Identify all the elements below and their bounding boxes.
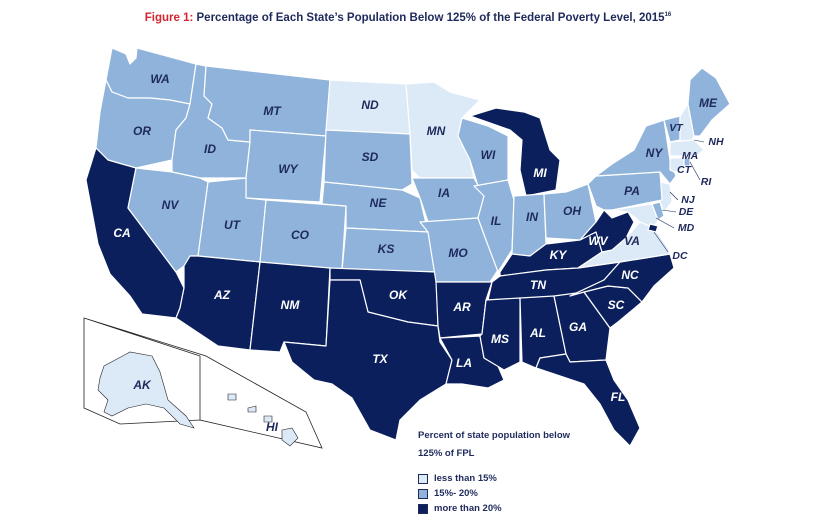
label-nc: NC xyxy=(621,268,639,282)
label-sd: SD xyxy=(362,150,379,164)
leader-lines xyxy=(653,139,705,253)
state-ak[interactable] xyxy=(97,351,195,429)
inset-frame xyxy=(83,317,323,449)
label-hi: HI xyxy=(266,420,279,434)
state-me[interactable] xyxy=(687,67,731,137)
label-ms: MS xyxy=(491,332,509,346)
label-vt: VT xyxy=(669,122,684,134)
label-ga: GA xyxy=(569,320,587,334)
label-wy: WY xyxy=(278,162,298,176)
label-ne: NE xyxy=(370,196,388,210)
state-sd[interactable] xyxy=(323,129,413,191)
label-ma: MA xyxy=(682,150,698,162)
legend-item-high: more than 20% xyxy=(418,501,618,516)
state-ma[interactable] xyxy=(669,139,705,157)
label-mi: MI xyxy=(533,166,547,180)
label-sc: SC xyxy=(608,298,625,312)
state-de[interactable] xyxy=(651,201,665,221)
legend-swatch-mid xyxy=(418,488,428,499)
label-wv: WV xyxy=(588,234,608,248)
legend-swatch-high xyxy=(418,503,428,514)
hawaii-islands[interactable] xyxy=(227,393,299,447)
legend-label-mid: 15%- 20% xyxy=(434,488,478,499)
label-ky: KY xyxy=(550,248,568,262)
figure-number: Figure 1: xyxy=(144,12,194,24)
label-nj: NJ xyxy=(681,194,696,206)
state-ct[interactable] xyxy=(669,157,685,173)
legend-label-high: more than 20% xyxy=(434,503,502,514)
figure-footnote: 16 xyxy=(664,12,672,19)
state-hi-island xyxy=(227,393,237,401)
label-fl: FL xyxy=(611,390,626,404)
label-tx: TX xyxy=(372,352,388,366)
label-in: IN xyxy=(526,210,538,224)
state-dc[interactable] xyxy=(647,223,659,233)
label-ar: AR xyxy=(452,300,471,314)
state-wv[interactable] xyxy=(579,209,635,253)
state-tx[interactable] xyxy=(283,279,453,441)
label-dc: DC xyxy=(672,250,688,262)
state-nc[interactable] xyxy=(569,253,675,303)
state-hi-island xyxy=(263,415,273,423)
label-wa: WA xyxy=(150,72,169,86)
legend-item-mid: 15%- 20% xyxy=(418,486,618,501)
state-az[interactable] xyxy=(175,255,261,351)
label-nv: NV xyxy=(162,198,180,212)
legend: Percent of state population below 125% o… xyxy=(418,427,618,516)
state-ri[interactable] xyxy=(683,157,691,167)
label-ct: CT xyxy=(677,164,693,176)
label-ia: IA xyxy=(438,186,450,200)
label-or: OR xyxy=(133,124,151,138)
label-ak: AK xyxy=(132,378,152,392)
label-az: AZ xyxy=(213,288,231,302)
label-de: DE xyxy=(679,206,695,218)
label-me: ME xyxy=(699,96,718,110)
state-il[interactable] xyxy=(473,179,515,273)
label-ks: KS xyxy=(378,242,395,256)
label-wi: WI xyxy=(481,148,496,162)
state-hi-island xyxy=(247,405,257,413)
figure-title: Figure 1: Percentage of Each State’s Pop… xyxy=(0,12,816,24)
label-mn: MN xyxy=(427,124,446,138)
label-il: IL xyxy=(491,214,502,228)
state-hi[interactable] xyxy=(281,427,299,447)
label-ut: UT xyxy=(224,218,242,232)
label-nd: ND xyxy=(361,98,379,112)
figure-title-text: Percentage of Each State’s Population Be… xyxy=(193,12,665,24)
label-ca: CA xyxy=(113,226,130,240)
label-oh: OH xyxy=(563,204,581,218)
state-in[interactable] xyxy=(511,193,547,257)
legend-title-line1: Percent of state population below xyxy=(418,430,571,441)
label-va: VA xyxy=(624,234,640,248)
label-al: AL xyxy=(529,326,546,340)
label-nh: NH xyxy=(708,136,724,148)
label-co: CO xyxy=(291,228,310,242)
alaska-hawaii-inset xyxy=(83,317,323,449)
legend-item-low: less than 15% xyxy=(418,471,618,486)
label-ri: RI xyxy=(701,176,713,188)
label-nm: NM xyxy=(281,298,301,312)
legend-title-line2: 125% of FPL xyxy=(418,448,475,459)
state-mi[interactable] xyxy=(469,107,561,197)
label-id: ID xyxy=(204,142,216,156)
label-tn: TN xyxy=(530,278,546,292)
label-ny: NY xyxy=(646,146,664,160)
label-ok: OK xyxy=(389,288,408,302)
label-pa: PA xyxy=(624,184,640,198)
label-mt: MT xyxy=(263,104,282,118)
state-fl[interactable] xyxy=(535,353,641,447)
label-md: MD xyxy=(678,222,695,234)
legend-label-low: less than 15% xyxy=(434,473,497,484)
label-la: LA xyxy=(456,356,472,370)
legend-swatch-low xyxy=(418,473,428,484)
label-mo: MO xyxy=(448,246,468,260)
state-ny[interactable] xyxy=(595,119,677,185)
legend-items: less than 15% 15%- 20% more than 20% xyxy=(418,471,618,516)
